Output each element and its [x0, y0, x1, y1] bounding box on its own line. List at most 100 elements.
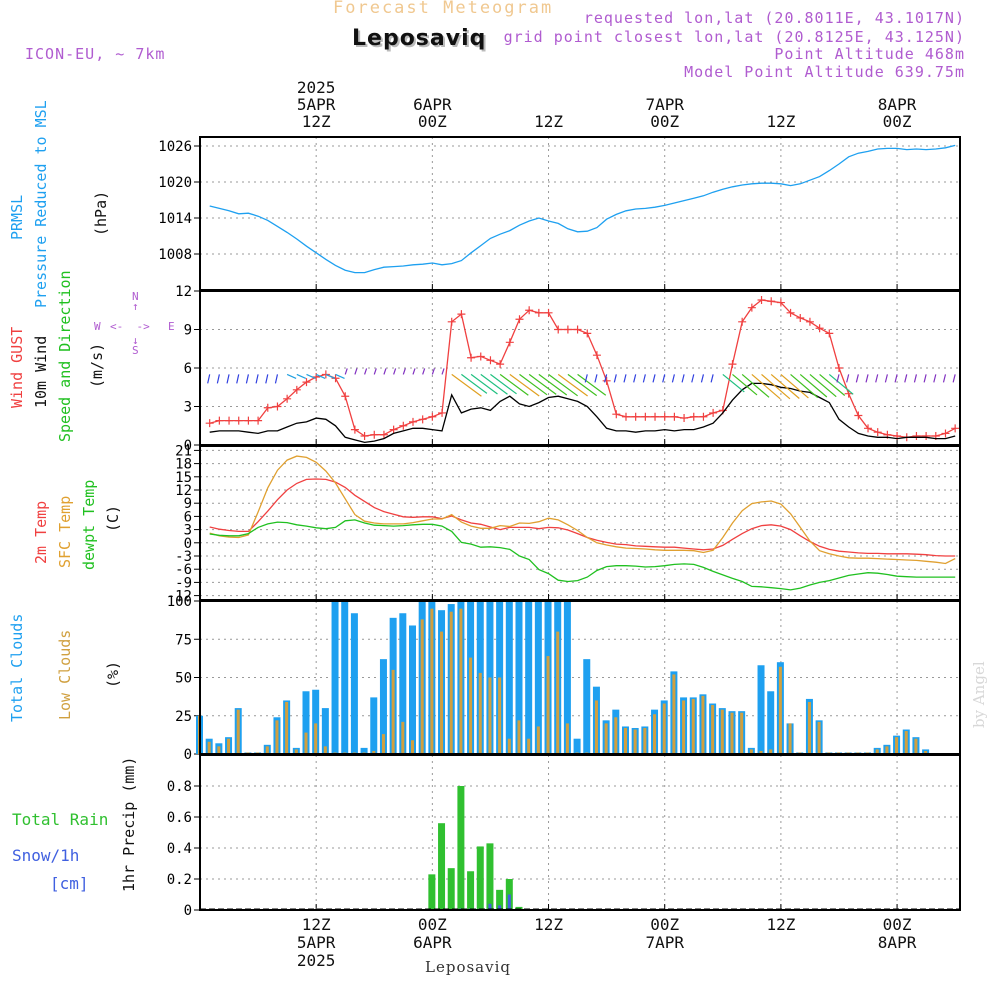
wind-arrow: [461, 373, 488, 394]
y-tick-label: 15: [175, 470, 192, 486]
gust-marker: [476, 352, 485, 361]
wind-arrow: [780, 373, 809, 399]
gust-marker: [389, 425, 398, 434]
top-axis-time: 12Z: [534, 112, 563, 131]
wind-arrow: [373, 368, 377, 375]
wind-arrow: [431, 368, 435, 375]
bar-low-clouds: [682, 700, 686, 754]
wind-arrow: [255, 374, 259, 384]
y-tick-label: 0: [184, 536, 192, 552]
gust-marker: [757, 295, 766, 304]
bar-low-clouds: [507, 738, 511, 754]
bar-rain: [496, 889, 504, 910]
top-axis-time: 12Z: [766, 112, 795, 131]
point-altitude: Point Altitude 468m: [774, 45, 965, 63]
gust-marker: [525, 306, 534, 315]
gust-marker: [621, 412, 630, 421]
y-tick-label: 0: [184, 438, 192, 454]
bar-low-clouds: [875, 749, 879, 754]
bar-total-clouds: [379, 659, 387, 754]
y-tick-label: 3: [184, 523, 192, 539]
y-tick-label: -12: [167, 589, 192, 605]
bar-total-clouds: [563, 601, 571, 754]
compass-n: N: [132, 290, 139, 303]
wind-arrow: [265, 374, 269, 384]
gust-marker: [670, 412, 679, 421]
bar-low-clouds: [410, 740, 414, 754]
top-axis-date: 6APR: [413, 95, 452, 114]
wind-arrow: [538, 373, 568, 396]
gust-marker: [457, 310, 466, 319]
bar-low-clouds: [633, 729, 637, 754]
gust-marker: [225, 416, 234, 425]
wind-arrow: [402, 368, 406, 375]
y-tick-label: 1020: [158, 175, 192, 191]
bar-total-clouds: [399, 613, 407, 754]
wind-arrow: [894, 374, 898, 383]
wind-arrow: [216, 374, 220, 384]
gust-marker: [254, 416, 263, 425]
gust-marker: [418, 415, 427, 424]
wind-arrow: [567, 373, 598, 397]
gust-marker: [515, 315, 524, 324]
y-tick-label: 0: [184, 747, 192, 763]
gust-marker: [680, 414, 689, 423]
gust-marker: [573, 325, 582, 334]
bar-low-clouds: [527, 738, 531, 754]
bar-low-clouds: [701, 695, 705, 754]
y-tick-label: 12: [175, 483, 192, 499]
gust-marker: [350, 425, 359, 434]
wind-arrow: [470, 373, 498, 395]
gust-marker: [438, 408, 447, 417]
bar-low-clouds: [904, 731, 908, 754]
bar-total-clouds: [321, 708, 329, 754]
gust-marker: [651, 412, 660, 421]
wind-arrow: [577, 373, 607, 396]
requested-coords: requested lon,lat (20.8011E, 43.1017N): [583, 9, 965, 27]
grid-coords: grid point closest lon,lat (20.8125E, 43…: [503, 28, 965, 46]
wind-arrow: [952, 374, 956, 383]
model-altitude: Model Point Altitude 639.75m: [684, 63, 965, 81]
wind-arrow: [354, 368, 358, 375]
bar-low-clouds: [604, 723, 608, 754]
wind-arrow: [584, 374, 588, 383]
gust-marker: [399, 421, 408, 430]
bar-low-clouds: [769, 749, 773, 754]
wind-arrow: [604, 374, 608, 383]
gust-marker: [486, 356, 495, 365]
bar-low-clouds: [730, 712, 734, 754]
wind-arrow: [236, 374, 240, 384]
wind-arrow: [828, 373, 854, 395]
panel-frame: [199, 754, 961, 911]
wind-arrow: [480, 373, 508, 395]
wind-arrow: [722, 373, 745, 393]
top-axis-time: 12Z: [302, 112, 331, 131]
bar-low-clouds: [323, 746, 327, 754]
series-line-dewpt-temp: [209, 519, 956, 591]
label-snow-unit: [cm]: [50, 874, 89, 893]
bar-low-clouds: [381, 734, 385, 754]
wind-compass: N ↑ W <- -> E ↓ S: [92, 290, 182, 360]
y-tick-label: 6: [184, 361, 192, 377]
bar-low-clouds: [401, 721, 405, 754]
wind-arrow: [594, 374, 598, 383]
gust-marker: [496, 360, 505, 369]
wind-arrow: [557, 373, 588, 397]
wind-arrow: [412, 368, 416, 375]
wind-arrow: [422, 368, 426, 375]
wind-arrow: [519, 373, 548, 396]
bar-low-clouds: [759, 750, 763, 754]
panel-frame: [199, 445, 961, 601]
bar-low-clouds: [614, 717, 618, 754]
gust-marker: [941, 429, 950, 438]
wind-arrow: [548, 373, 578, 397]
bar-total-clouds: [350, 613, 358, 754]
bar-total-clouds: [515, 601, 523, 754]
wind-arrow: [393, 368, 397, 375]
gust-marker: [447, 317, 456, 326]
wind-arrow: [642, 374, 646, 383]
bar-low-clouds: [498, 677, 502, 754]
wind-arrow: [335, 373, 345, 379]
gust-marker: [428, 412, 437, 421]
bottom-axis-time: 12Z: [302, 915, 331, 934]
